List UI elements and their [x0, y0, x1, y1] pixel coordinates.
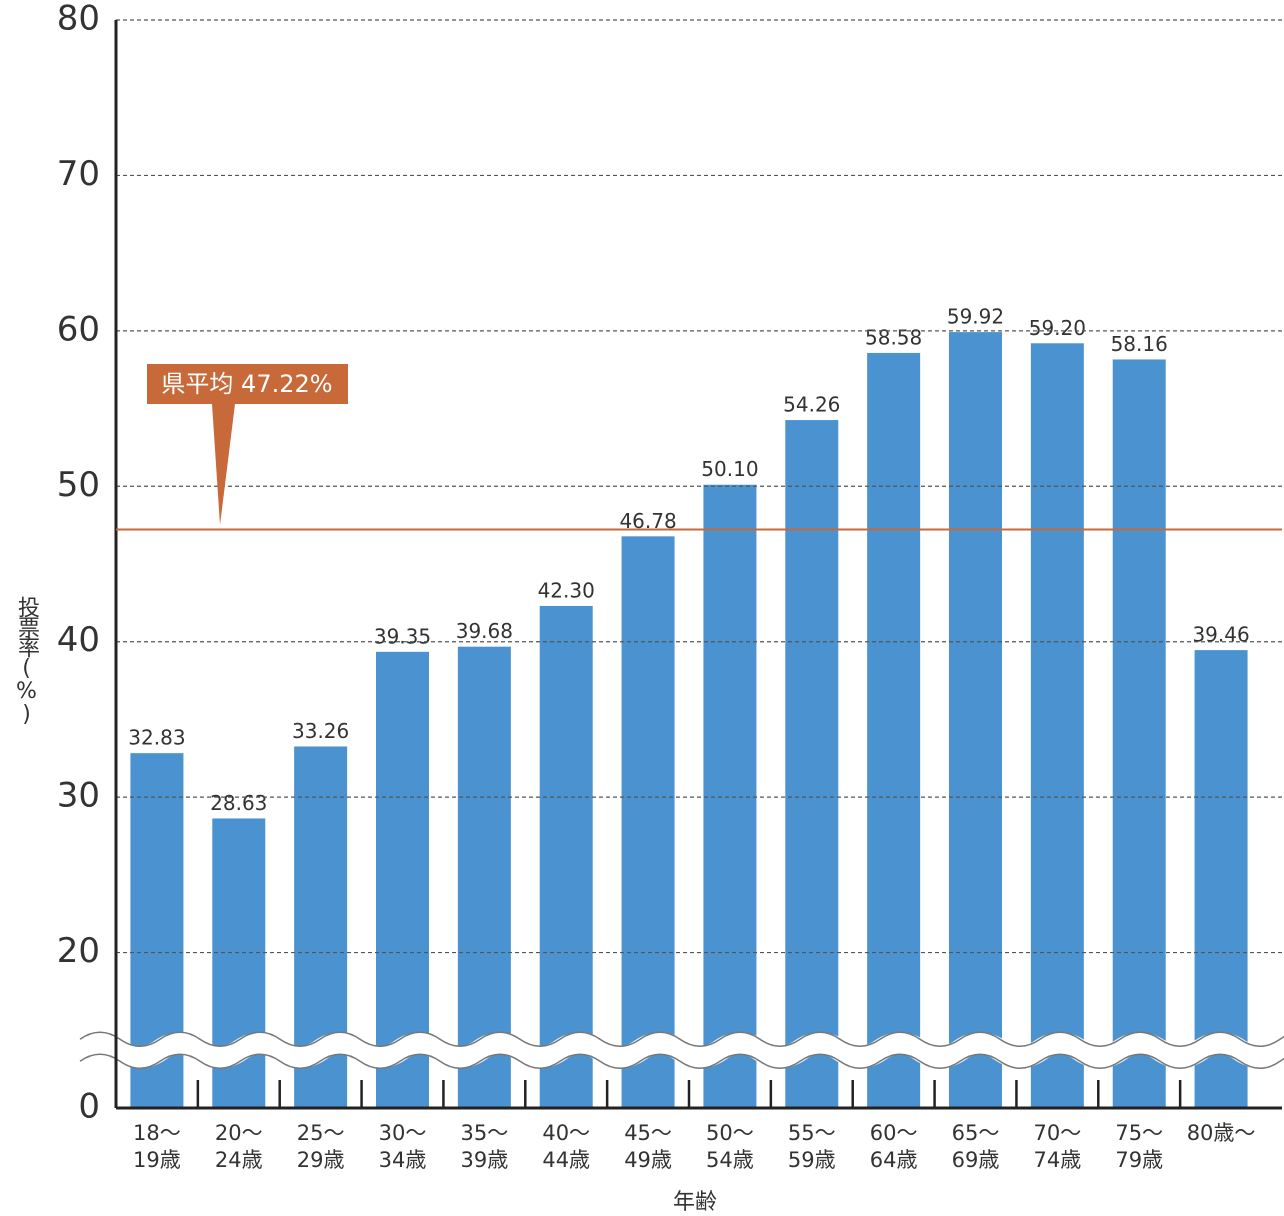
data-label: 39.68	[456, 619, 513, 643]
y-tick-label: 0	[78, 1087, 100, 1127]
x-tick-label: 55〜 59歳	[787, 1121, 836, 1172]
x-tick-label: 70〜 74歳	[1033, 1121, 1082, 1172]
x-axis-label: 年齢	[672, 1190, 717, 1215]
x-tick-label: 20〜 24歳	[214, 1121, 263, 1172]
x-tick-label: 18〜 19歳	[133, 1121, 181, 1172]
y-axis-label: 投票率(%)	[14, 596, 39, 725]
data-label: 33.26	[292, 719, 349, 743]
data-label: 39.35	[374, 624, 431, 648]
x-tick-label: 40〜 44歳	[542, 1121, 591, 1172]
y-tick-label: 70	[57, 154, 100, 194]
data-label: 32.83	[128, 726, 185, 750]
bar	[1030, 343, 1084, 1108]
axis-break	[73, 1032, 1284, 1069]
data-label: 59.20	[1029, 316, 1086, 340]
x-tick-label: 75〜 79歳	[1115, 1121, 1164, 1172]
bar	[1112, 359, 1166, 1108]
y-tick-label: 40	[57, 620, 100, 660]
data-label: 54.26	[783, 393, 840, 417]
bar	[539, 605, 593, 1108]
bar	[867, 352, 921, 1109]
y-tick-label: 80	[57, 0, 100, 39]
x-tick-label: 30〜 34歳	[378, 1121, 427, 1172]
x-tick-label: 25〜 29歳	[296, 1121, 345, 1172]
bar	[785, 420, 839, 1109]
callout	[147, 364, 348, 525]
data-label: 39.46	[1192, 623, 1249, 647]
y-tick-label: 60	[57, 309, 100, 349]
bar	[621, 536, 675, 1108]
data-label: 59.92	[947, 305, 1004, 329]
data-label: 58.58	[865, 325, 922, 349]
y-tick-label: 50	[57, 465, 100, 505]
bar	[457, 646, 511, 1108]
data-label: 42.30	[538, 578, 595, 602]
y-tick-label: 30	[57, 776, 100, 816]
data-label: 50.10	[701, 457, 758, 481]
x-tick-label: 60〜 64歳	[869, 1121, 918, 1172]
x-tick-label: 50〜 54歳	[706, 1121, 754, 1172]
reference-label: 県平均 47.22%	[161, 370, 332, 398]
x-tick-label: 45〜 49歳	[624, 1121, 672, 1172]
bar	[703, 484, 757, 1108]
axis-break-edge	[79, 1031, 1284, 1048]
x-tick-label: 35〜 39歳	[460, 1121, 509, 1172]
x-tick-label: 80歳〜	[1186, 1121, 1256, 1145]
axis-break-edge	[79, 1053, 1284, 1070]
x-tick-label: 65〜 69歳	[951, 1121, 1000, 1172]
data-label: 58.16	[1111, 332, 1168, 356]
bar	[949, 332, 1002, 1108]
data-label: 28.63	[210, 791, 267, 815]
y-tick-label: 20	[57, 931, 100, 971]
